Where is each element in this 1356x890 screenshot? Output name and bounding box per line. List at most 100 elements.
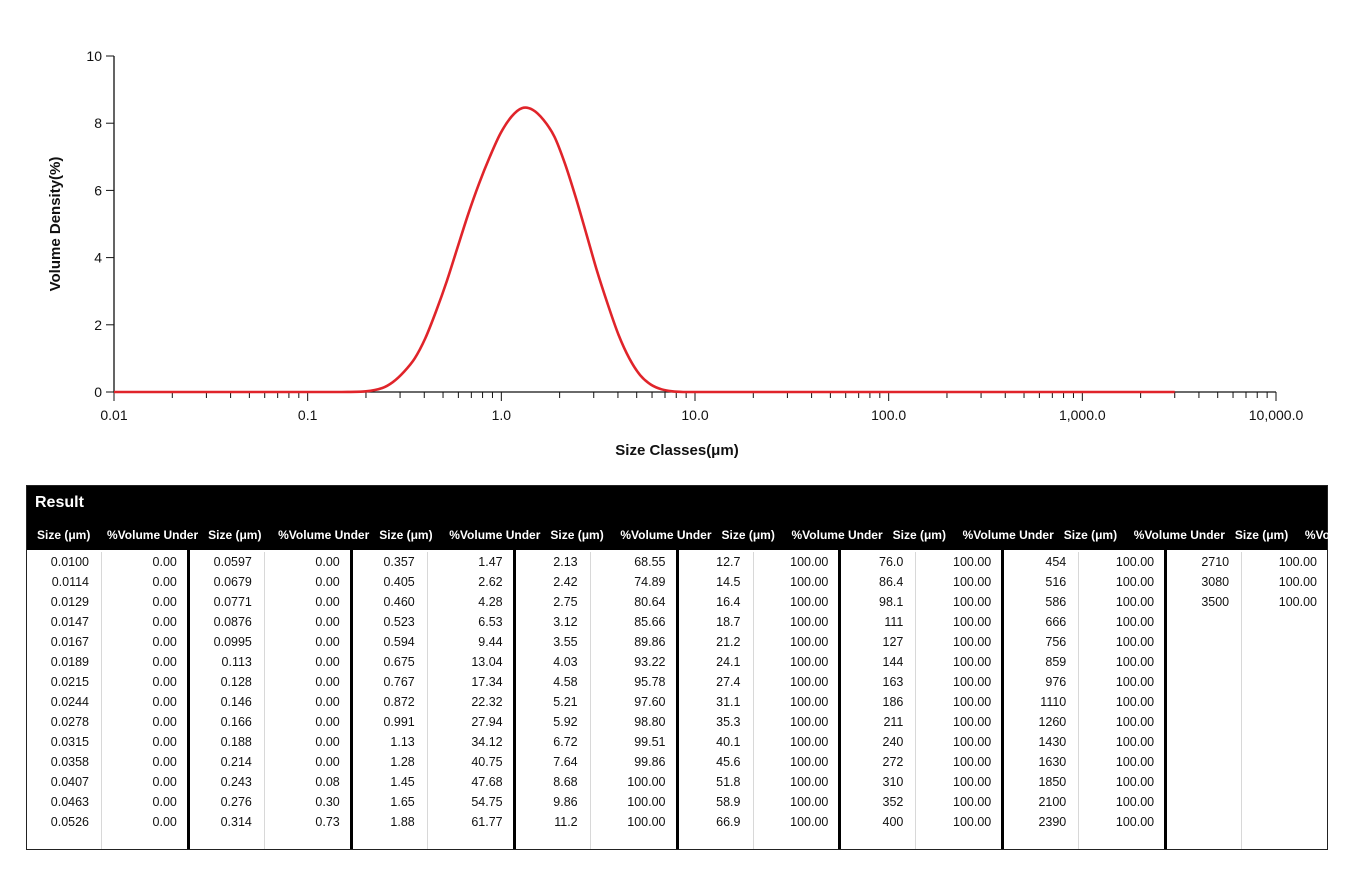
size-cell: 0.767 bbox=[383, 675, 415, 689]
volume-under-cell: 100.00 bbox=[1115, 715, 1155, 729]
volume-under-cell: 9.44 bbox=[478, 635, 503, 649]
volume-column: 100.00 100.00 100.00 100.00 100.00 100.00 100.… bbox=[1079, 552, 1164, 849]
volume-under-cell: 27.94 bbox=[471, 715, 503, 729]
result-header-group: Size (μm) %Volume Under bbox=[369, 520, 540, 550]
size-column: 2710 3080 3500 bbox=[1167, 552, 1243, 849]
header-size-label: Size (μm) bbox=[1234, 528, 1289, 542]
size-cell: 6.72 bbox=[553, 735, 578, 749]
size-cell: 1.45 bbox=[390, 775, 415, 789]
size-cell: 66.9 bbox=[716, 815, 741, 829]
size-column: 12.7 14.5 16.4 18.7 21.2 24.1 27.4 31.1 35.3 40.1… bbox=[679, 552, 754, 849]
size-cell: 310 bbox=[882, 775, 904, 789]
size-cell: 1110 bbox=[1040, 695, 1067, 709]
volume-under-cell: 0.00 bbox=[315, 655, 340, 669]
volume-under-cell: 0.00 bbox=[152, 575, 177, 589]
size-cell: 5.21 bbox=[553, 695, 578, 709]
volume-under-cell: 100.00 bbox=[790, 715, 829, 729]
size-cell: 0.0995 bbox=[213, 635, 252, 649]
size-cell: 1630 bbox=[1038, 755, 1067, 769]
size-cell: 0.0100 bbox=[50, 555, 89, 569]
size-cell: 0.0597 bbox=[213, 555, 252, 569]
volume-density-chart: 0.01 0.1 1.0 10.0 100.0 1,000.0 10,000.0 0 2 4 6 8… bbox=[47, 48, 1303, 459]
size-cell: 1.65 bbox=[390, 795, 415, 809]
size-cell: 0.991 bbox=[383, 715, 415, 729]
size-cell: 0.0771 bbox=[213, 595, 252, 609]
volume-under-cell: 40.75 bbox=[471, 755, 503, 769]
volume-under-cell: 100.00 bbox=[953, 615, 992, 629]
x-tick-label: 10.0 bbox=[681, 407, 708, 423]
result-header-group: Size (μm) %Volume Under bbox=[540, 520, 711, 550]
size-cell: 976 bbox=[1045, 675, 1067, 689]
size-cell: 2.13 bbox=[553, 555, 578, 569]
size-cell: 186 bbox=[882, 695, 904, 709]
volume-under-cell: 100.00 bbox=[627, 775, 666, 789]
size-cell: 0.0407 bbox=[50, 775, 89, 789]
size-cell: 98.1 bbox=[879, 595, 904, 609]
volume-under-cell: 0.00 bbox=[152, 775, 177, 789]
size-cell: 516 bbox=[1045, 575, 1067, 589]
volume-under-cell: 100.00 bbox=[1278, 555, 1317, 569]
size-column: 0.357 0.405 0.460 0.523 0.594 0.675 0.767 0.872… bbox=[353, 552, 428, 849]
volume-under-cell: 100.00 bbox=[953, 595, 992, 609]
header-volume-label: %Volume Under bbox=[278, 528, 370, 542]
size-cell: 163 bbox=[882, 675, 904, 689]
size-cell: 76.0 bbox=[879, 555, 904, 569]
size-cell: 454 bbox=[1045, 555, 1067, 569]
volume-under-cell: 47.68 bbox=[471, 775, 503, 789]
volume-under-cell: 0.00 bbox=[315, 755, 340, 769]
volume-under-cell: 100.00 bbox=[790, 795, 829, 809]
size-cell: 14.5 bbox=[716, 575, 741, 589]
volume-under-cell: 13.04 bbox=[471, 655, 503, 669]
size-cell: 272 bbox=[882, 755, 904, 769]
size-cell: 0.243 bbox=[220, 775, 252, 789]
volume-under-cell: 100.00 bbox=[953, 775, 992, 789]
size-cell: 21.2 bbox=[716, 635, 741, 649]
size-cell: 0.675 bbox=[383, 655, 415, 669]
size-cell: 0.166 bbox=[220, 715, 252, 729]
volume-column: 100.00 100.00 100.00 100.00 100.00 100.00 100.… bbox=[916, 552, 1001, 849]
volume-under-cell: 100.00 bbox=[790, 735, 829, 749]
size-cell: 666 bbox=[1045, 615, 1067, 629]
result-column-group: 454 516 586 666 756 859 976 1110 1260 1430 1630 185… bbox=[1001, 550, 1164, 849]
volume-under-cell: 0.00 bbox=[315, 615, 340, 629]
size-cell: 0.0215 bbox=[50, 675, 89, 689]
volume-column: 100.00 100.00 100.00 bbox=[1242, 552, 1327, 849]
size-cell: 1430 bbox=[1038, 735, 1067, 749]
volume-under-cell: 85.66 bbox=[634, 615, 666, 629]
result-header-group: Size (μm) %Volume Under bbox=[712, 520, 883, 550]
size-cell: 5.92 bbox=[553, 715, 578, 729]
volume-under-cell: 100.00 bbox=[1278, 575, 1317, 589]
volume-under-cell: 100.00 bbox=[627, 795, 666, 809]
volume-under-cell: 100.00 bbox=[1115, 795, 1155, 809]
volume-under-cell: 0.00 bbox=[315, 575, 340, 589]
volume-under-cell: 0.00 bbox=[152, 595, 177, 609]
size-cell: 3.55 bbox=[553, 635, 578, 649]
y-axis-ticks: 0 2 4 6 8 10 bbox=[86, 48, 114, 400]
y-tick-label: 0 bbox=[94, 384, 102, 400]
header-size-label: Size (μm) bbox=[379, 528, 433, 542]
size-cell: 0.405 bbox=[383, 575, 415, 589]
size-cell: 211 bbox=[883, 715, 904, 729]
size-cell: 0.460 bbox=[383, 595, 415, 609]
y-tick-label: 10 bbox=[86, 48, 102, 64]
volume-under-cell: 100.00 bbox=[953, 675, 992, 689]
result-column-group: 0.0100 0.0114 0.0129 0.0147 0.0167 0.0189 0.02… bbox=[27, 550, 187, 849]
size-cell: 9.86 bbox=[553, 795, 578, 809]
size-cell: 0.0315 bbox=[50, 735, 89, 749]
size-cell: 3.12 bbox=[553, 615, 578, 629]
volume-under-cell: 100.00 bbox=[1115, 815, 1155, 829]
size-cell: 12.7 bbox=[716, 555, 741, 569]
volume-under-cell: 100.00 bbox=[790, 815, 829, 829]
size-cell: 0.0244 bbox=[50, 695, 89, 709]
size-cell: 2710 bbox=[1201, 555, 1230, 569]
volume-under-cell: 0.00 bbox=[315, 715, 340, 729]
header-volume-label: %Volume Under bbox=[620, 528, 712, 542]
result-header-group: Size (μm) %Volume Under bbox=[1054, 520, 1225, 550]
size-cell: 0.0167 bbox=[50, 635, 89, 649]
result-title: Result bbox=[27, 486, 1327, 520]
size-cell: 0.0278 bbox=[50, 715, 89, 729]
volume-under-cell: 0.00 bbox=[315, 635, 340, 649]
size-column: 0.0100 0.0114 0.0129 0.0147 0.0167 0.0189 0.02… bbox=[27, 552, 102, 849]
volume-under-cell: 100.00 bbox=[627, 815, 666, 829]
volume-density-line bbox=[114, 106, 1175, 394]
